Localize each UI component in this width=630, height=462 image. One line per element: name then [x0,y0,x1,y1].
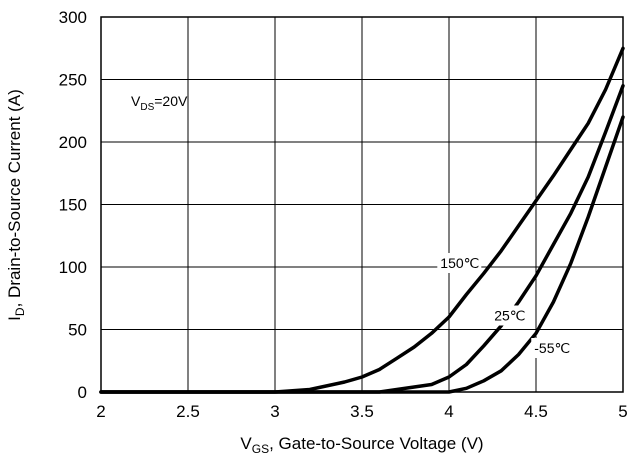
y-tick-label: 150 [59,196,87,215]
y-tick-labels: 0 50 100 150 200 250 300 [59,8,87,402]
x-tick-labels: 2 2.5 3 3.5 4 4.5 5 [96,402,627,421]
y-tick-label: 200 [59,133,87,152]
grid-lines [101,17,623,392]
series-line [99,115,625,394]
y-tick-label: 300 [59,8,87,27]
y-tick-label: 0 [78,383,87,402]
y-tick-label: 250 [59,71,87,90]
y-tick-label: 100 [59,258,87,277]
x-tick-label: 2 [96,402,105,421]
x-tick-label: 2.5 [176,402,200,421]
vds-annotation: VDS=20V [131,93,188,113]
x-tick-label: 4 [444,402,453,421]
curve-label-bg [491,305,527,326]
curve-label: -55℃ [534,340,570,356]
curve-labels: 150℃ 25℃ -55℃ [437,253,576,358]
y-tick-label: 50 [68,321,87,340]
series-line [99,46,625,394]
x-tick-label: 3.5 [350,402,374,421]
y-axis-title: ID, Drain-to-Source Current (A) [5,89,27,321]
curve-label: 25℃ [494,308,525,324]
x-axis-title: VGS, Gate-to-Source Voltage (V) [240,434,483,456]
curve-label: 150℃ [440,255,479,271]
x-tick-label: 5 [618,402,627,421]
x-tick-label: 3 [270,402,279,421]
curve-label-bg [531,338,576,358]
curve-label-bg [437,253,482,273]
x-tick-label: 4.5 [524,402,548,421]
curves [99,46,625,394]
